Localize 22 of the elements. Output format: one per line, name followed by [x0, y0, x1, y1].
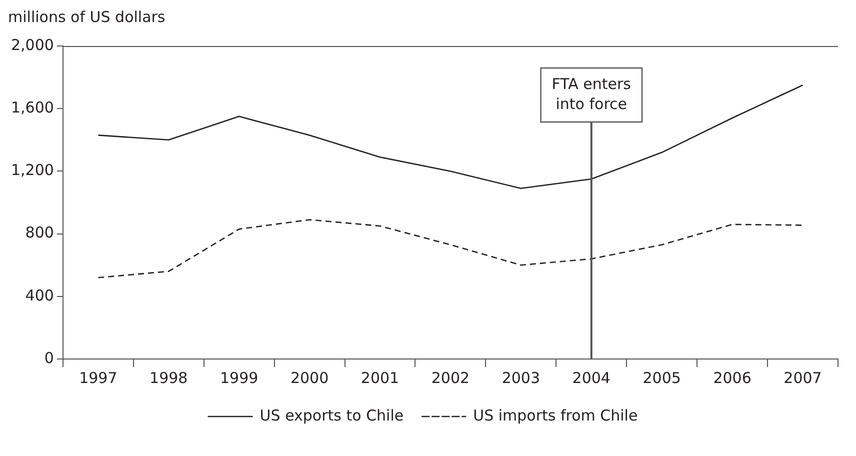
y-tick-label: 0 [44, 348, 54, 367]
x-tick-label: 2006 [713, 368, 752, 387]
ref-line-label: FTA enters into force [552, 74, 632, 113]
x-tick-label: 2000 [290, 368, 329, 387]
y-axis-title: millions of US dollars [8, 8, 166, 26]
y-tick-label: 800 [25, 224, 54, 242]
x-tick-label: 1998 [150, 368, 188, 387]
x-tick-label: 2001 [360, 368, 400, 387]
line-series [98, 219, 804, 278]
x-tick-label: 1997 [79, 368, 118, 387]
legend-label: US exports to Chile [260, 406, 404, 424]
y-tick-label: 400 [25, 286, 54, 304]
y-tick-label: 1,200 [10, 161, 54, 180]
x-tick-label: 2003 [502, 368, 540, 387]
x-tick-label: 2004 [572, 368, 610, 387]
legend-label: US imports from Chile [473, 406, 638, 424]
x-tick-label: 2005 [642, 368, 681, 387]
y-tick-label: 2,000 [10, 36, 54, 54]
x-tick-label: 2002 [431, 368, 470, 387]
x-tick-label: 1999 [220, 368, 258, 387]
x-tick-label: 2007 [784, 368, 822, 387]
y-tick-label: 1,600 [10, 98, 54, 116]
